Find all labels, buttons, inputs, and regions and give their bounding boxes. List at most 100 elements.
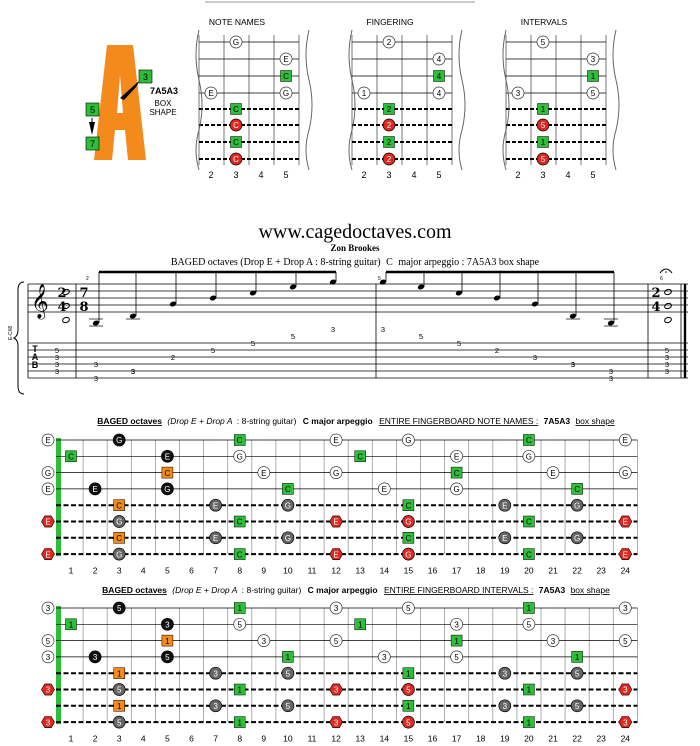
root-hexagon [618,515,633,528]
note-label: 5 [334,637,339,646]
note-label: 5 [117,604,122,613]
note-head [129,313,137,319]
time-signature-middle-bottom: 8 [79,300,88,315]
note-label: 2 [387,38,392,47]
fret-number: 16 [428,565,438,575]
note-head [455,290,463,296]
note-square [230,103,242,115]
logo-marker-5-label: 5 [90,105,95,115]
note-label: G [285,501,291,510]
note-circle [498,531,512,545]
note-head [379,279,387,285]
note-circle [450,650,463,664]
tab-number: 5 [251,339,255,348]
note-label: C [116,501,122,510]
note-circle [450,449,463,463]
note-square [65,450,77,463]
tab-number: 3 [533,353,537,362]
logo-marker-3 [138,69,153,84]
note-label: C [406,534,412,543]
note-label: C [233,121,239,130]
note-circle [88,650,102,664]
note-label: 3 [623,604,628,613]
time-signature-middle-top: 7 [79,286,88,301]
note-label: E [213,501,218,510]
note-label: C [68,453,74,462]
note-circle [382,152,396,166]
diagram-fingering: FINGERING 2 3 4 5 2 4 4 4 1 2 2 2 2 [348,17,466,180]
tab-number: 5 [665,346,669,355]
note-label: G [333,469,339,478]
fret-number: 15 [404,733,414,743]
fret-number: 12 [331,733,341,743]
note-circle [402,515,415,528]
note-label: 1 [527,718,532,727]
tab-number: 3 [55,367,59,376]
note-label: 5 [527,621,532,630]
tab-clef-letter: A [32,352,39,362]
note-square [113,532,125,544]
root-hexagon [618,683,633,696]
note-label: 4 [437,72,442,81]
wavy-edge [502,29,510,171]
note-circle [536,152,550,166]
note-circle [161,449,174,463]
tab-number: 3 [94,374,98,383]
note-label: E [45,485,50,494]
subtitle-part2: major arpeggio : 7A5A3 box shape [398,257,539,268]
logo-marker-3-label: 3 [143,72,148,82]
note-label: G [574,534,580,543]
fermata [659,268,673,274]
note-square [537,103,549,115]
note-circle [522,449,536,463]
note-label: 2 [387,155,392,164]
note-square [587,70,599,82]
note-circle [618,634,632,647]
note-circle [112,515,126,528]
note-circle [161,617,174,631]
note-label: 3 [334,686,339,695]
note-circle [41,634,55,647]
tab-number: 5 [291,332,295,341]
note-circle [204,86,218,100]
note-square [402,700,415,712]
tab-number: 3 [609,374,613,383]
note-label: C [233,105,239,114]
note-label: 3 [334,718,339,727]
chord-note-head [664,288,672,296]
note-label: E [261,469,266,478]
note-head [249,290,257,296]
nut [56,606,61,725]
note-circle [41,482,55,496]
tab-number: 3 [131,367,135,376]
note-head [329,279,337,285]
logo-pointer-diag [120,81,139,100]
note-label: 5 [591,89,596,98]
tab-clef-letter: B [32,360,39,370]
note-label: 1 [117,669,122,678]
note-label: 3 [623,718,628,727]
note-label: C [285,485,291,494]
fret-number: 6 [189,565,194,575]
wavy-edge [305,29,313,171]
logo-marker-7 [85,136,100,151]
note-head [569,313,577,319]
fret-number: 21 [548,565,558,575]
tab-number: 3 [381,325,385,334]
root-hexagon [41,683,55,696]
fret-number: 4 [258,170,263,180]
note-label: 3 [623,686,628,695]
fret-number: 17 [452,733,462,743]
diagram-header: FINGERING [366,17,413,27]
note-label: G [116,436,122,445]
note-label: G [116,550,122,559]
root-hexagon [41,716,55,729]
fret-number: 3 [233,170,238,180]
note-circle [329,466,343,479]
fret-number: 9 [261,733,266,743]
logo-marker-7-label: 7 [90,139,95,149]
note-square [402,532,415,544]
chord-note-head [62,302,70,310]
